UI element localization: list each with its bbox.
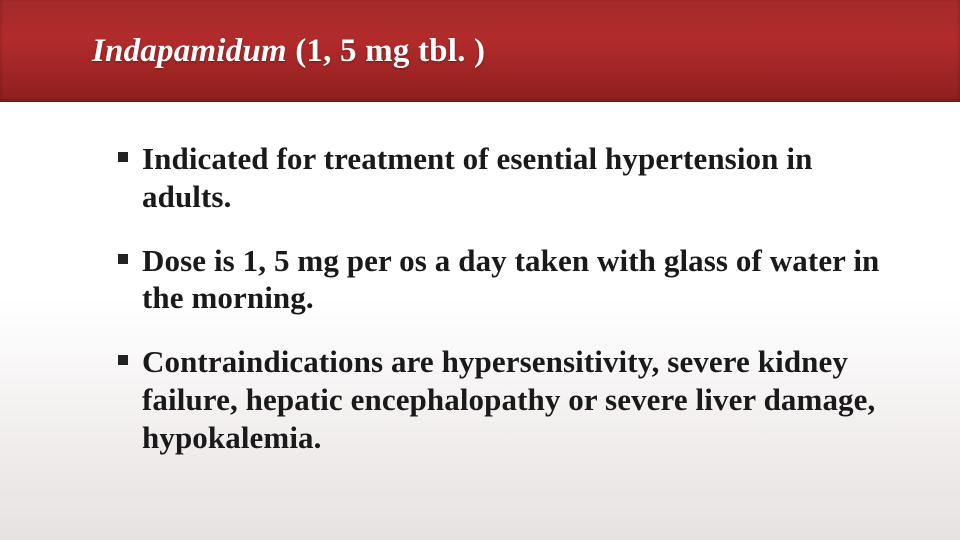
content-area: Indicated for treatment of esential hype… bbox=[0, 102, 960, 457]
bullet-text: Dose is 1, 5 mg per os a day taken with … bbox=[142, 243, 879, 316]
square-bullet-icon bbox=[118, 355, 128, 365]
page-title: Indapamidum (1, 5 mg tbl. ) bbox=[92, 33, 485, 70]
list-item: Dose is 1, 5 mg per os a day taken with … bbox=[118, 242, 896, 318]
title-rest-part: (1, 5 mg tbl. ) bbox=[287, 33, 485, 69]
title-italic-part: Indapamidum bbox=[92, 33, 287, 69]
bullet-text: Indicated for treatment of esential hype… bbox=[142, 141, 812, 214]
square-bullet-icon bbox=[118, 152, 128, 162]
list-item: Indicated for treatment of esential hype… bbox=[118, 140, 896, 216]
square-bullet-icon bbox=[118, 254, 128, 264]
list-item: Contraindications are hypersensitivity, … bbox=[118, 343, 896, 456]
header-band: Indapamidum (1, 5 mg tbl. ) bbox=[0, 0, 960, 102]
bullet-text: Contraindications are hypersensitivity, … bbox=[142, 344, 875, 455]
